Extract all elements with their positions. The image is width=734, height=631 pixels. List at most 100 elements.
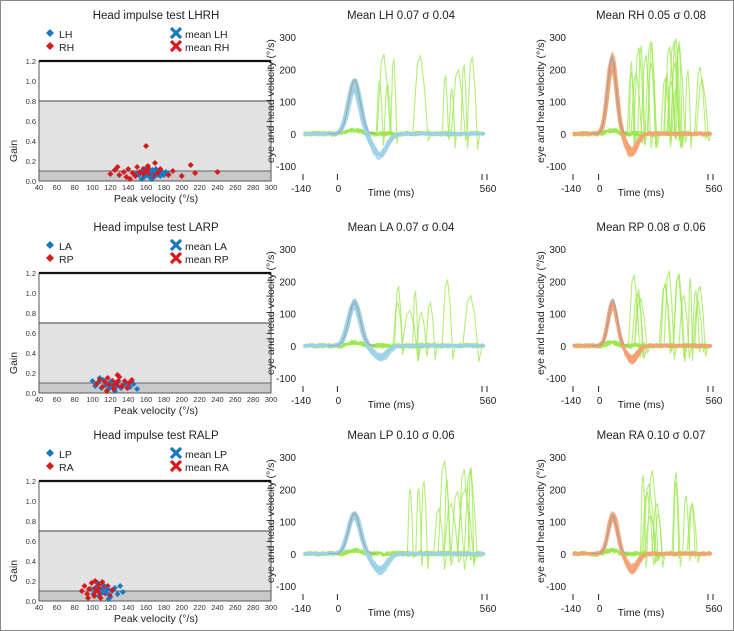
y-tick-label: 200 (279, 65, 296, 76)
eye-velocity-spike (463, 468, 481, 559)
scatter-point (114, 372, 121, 378)
scatter-point (105, 596, 112, 602)
y-tick-label: 0.6 (26, 329, 36, 338)
x-tick-label: 560 (706, 396, 723, 407)
x-tick-label: 160 (140, 603, 153, 612)
x-tick-label: 280 (247, 603, 260, 612)
eye-velocity-spike (672, 273, 688, 362)
y-tick-label: 0 (560, 550, 566, 561)
scatter-point (128, 377, 135, 383)
x-axis-label: Time (ms) (368, 187, 415, 199)
x-axis-label: Time (ms) (368, 399, 415, 411)
normal-gain-band (39, 323, 271, 393)
x-axis-label: Time (ms) (618, 607, 665, 619)
y-tick-label: 0.8 (26, 97, 36, 106)
scatter-point (178, 173, 185, 179)
y-axis-label: eye and head velocity (°/s) (265, 251, 277, 375)
x-tick-label: 280 (247, 395, 260, 404)
y-tick-label: -100 (276, 582, 296, 593)
scatter-panel-3: Head impulse test RALP 0.0 0.2 0.4 0.6 0.8 1.0… (8, 430, 277, 625)
x-tick-label: 80 (71, 395, 79, 404)
x-tick-label: 160 (140, 395, 153, 404)
x-tick-label: 100 (86, 183, 99, 192)
legend-label: RH (59, 42, 74, 54)
scatter-point (121, 378, 128, 384)
x-tick-label: 100 (86, 603, 99, 612)
x-tick-label: 140 (122, 395, 135, 404)
scatter-point (107, 171, 114, 177)
x-tick-label: 200 (176, 183, 189, 192)
head-velocity-trace (303, 86, 485, 156)
x-tick-label: 200 (176, 603, 189, 612)
eye-velocity-spike (673, 45, 689, 144)
legend-label: mean RH (185, 42, 229, 54)
legend-cross-marker (169, 251, 183, 265)
x-tick-label: 40 (35, 183, 43, 192)
scatter-point (157, 166, 164, 172)
x-tick-label: 100 (86, 395, 99, 404)
eye-velocity-spike (666, 80, 679, 141)
eye-velocity-spike (658, 282, 675, 353)
trace-title: Mean LP 0.10 σ 0.06 (347, 430, 454, 442)
y-tick-label: 200 (549, 277, 566, 288)
eye-velocity-spike (694, 66, 709, 141)
y-tick-label: 0 (290, 130, 296, 141)
y-axis-label: eye and head velocity (°/s) (535, 251, 547, 375)
scatter-point (132, 173, 139, 179)
eye-velocity-spike (416, 311, 430, 357)
y-tick-label: 200 (279, 277, 296, 288)
head-trace-outline (327, 511, 376, 555)
y-tick-label: 1.0 (26, 289, 36, 298)
scatter-title: Head impulse test LHRH (93, 10, 220, 22)
trace-panel-1-1: Mean LH 0.07 σ 0.04 300 200 100 0 -100 -140 0 56… (265, 10, 497, 199)
y-tick-label: -100 (546, 582, 566, 593)
x-axis-label: Time (ms) (618, 187, 665, 199)
eye-velocity-spike (448, 88, 457, 148)
eye-velocity-spike (660, 77, 673, 144)
x-tick-label: -140 (561, 604, 581, 615)
low-gain-band (39, 591, 271, 601)
scatter-point (152, 160, 158, 166)
x-tick-label: 240 (211, 603, 224, 612)
eye-velocity-spike (467, 467, 476, 567)
x-axis-label: Time (ms) (618, 399, 665, 411)
head-velocity-trace (572, 518, 712, 568)
eye-velocity-spike (633, 297, 651, 354)
scatter-point (85, 595, 92, 601)
eye-velocity-spike (692, 299, 706, 353)
trace-title: Mean LH 0.07 σ 0.04 (347, 10, 456, 22)
scatter-point (96, 377, 103, 383)
scatter-point (187, 162, 194, 168)
y-tick-label: 0.2 (26, 577, 36, 586)
x-axis-label: Peak velocity (°/s) (114, 613, 198, 625)
head-velocity-trace (303, 82, 485, 157)
x-tick-label: 240 (211, 395, 224, 404)
x-axis-label: Peak velocity (°/s) (114, 193, 198, 205)
scatter-point (127, 176, 134, 182)
legend-label: mean RA (185, 462, 229, 474)
head-trace-outline (327, 80, 376, 135)
head-velocity-trace (303, 87, 486, 157)
y-tick-label: 1.2 (26, 57, 36, 66)
scatter-point (93, 381, 100, 387)
mean-cross-point (141, 166, 152, 176)
x-tick-label: -140 (291, 604, 311, 615)
y-tick-label: 100 (549, 518, 566, 529)
y-tick-label: 0.4 (26, 349, 36, 358)
y-tick-label: 100 (279, 518, 296, 529)
head-velocity-trace (572, 57, 712, 152)
scatter-point (103, 388, 110, 394)
x-tick-label: 560 (706, 604, 723, 615)
x-tick-label: 560 (480, 604, 497, 615)
head-velocity-trace (303, 78, 486, 156)
scatter-point (134, 164, 141, 170)
y-tick-label: 300 (279, 453, 296, 464)
eye-velocity-spike (682, 495, 692, 562)
legend-diamond-marker (46, 254, 54, 262)
x-tick-label: 0 (597, 396, 603, 407)
head-velocity-trace (303, 88, 486, 161)
eye-velocity-spike (653, 511, 665, 559)
x-tick-label: 220 (193, 183, 206, 192)
legend-cross-marker (169, 238, 183, 252)
y-tick-label: -100 (276, 162, 296, 173)
